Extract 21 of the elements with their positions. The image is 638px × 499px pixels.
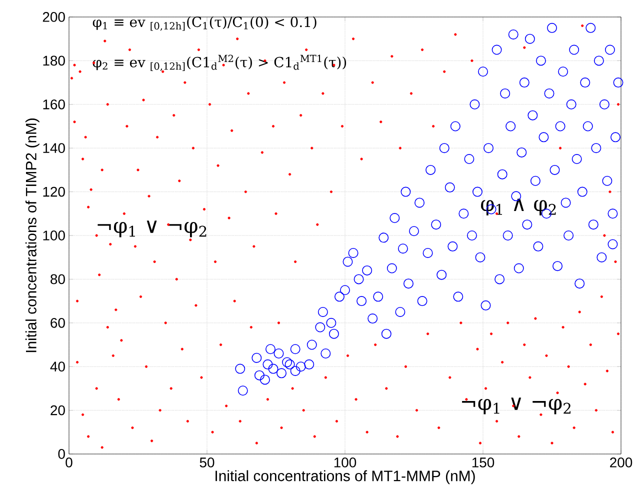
x-tick-label: 50 <box>200 458 214 468</box>
x-tick-label: 0 <box>66 458 72 468</box>
y-tick-label: 0 <box>58 449 65 459</box>
text: φ$_{1}$ ≡ ev $_{[0,12h]}$(C$_{1}$(τ)/C$_{1}$(0) < 0.1) <box>92 16 316 31</box>
y-tick-label: 100 <box>43 230 65 240</box>
x-tick-label: 150 <box>472 458 494 468</box>
y-tick-label: 40 <box>50 362 65 372</box>
y-tick-label: 20 <box>50 405 65 416</box>
y-tick-label: 180 <box>43 56 65 66</box>
x-tick-label: 100 <box>334 458 356 468</box>
annotation: ¬φ$_{1}$ ∨ ¬φ$_{2}$ <box>98 220 206 238</box>
x-axis-title: Initial concentrations of MT1-MMP (nM) <box>216 470 475 484</box>
annotation: ¬φ$_{1}$ ∨ ¬φ$_{2}$ <box>462 398 570 414</box>
y-axis-title: Initial concentrations of TIMP2 (nM) <box>25 118 40 352</box>
x-tick-label: 200 <box>610 458 632 468</box>
y-tick-label: 140 <box>43 143 65 154</box>
y-tick-label: 80 <box>50 274 65 284</box>
y-tick-label: 160 <box>43 99 65 110</box>
y-tick-label: 120 <box>43 186 65 197</box>
y-tick-label: 60 <box>50 318 65 328</box>
y-tick-label: 200 <box>42 12 65 22</box>
